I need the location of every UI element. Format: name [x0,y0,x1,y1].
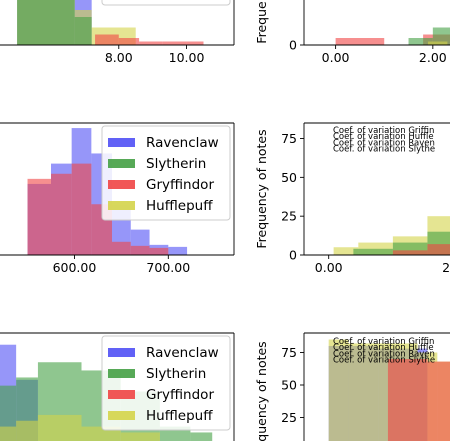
annotation-text: Coef. of variation Slythe [333,356,435,366]
legend-swatch-slytherin [108,159,135,168]
histogram-bar-slytherin [432,27,450,45]
x-tick-label: 0.00 [315,260,343,275]
histogram-bar-hufflepuff [16,420,38,441]
legend-label-slytherin: Slytherin [146,366,206,382]
legend-label-slytherin: Slytherin [146,156,206,172]
legend-label-ravenclaw: Ravenclaw [146,135,219,151]
annotation-text: Coef. of variation Huffle [333,343,434,353]
y-tick-label: 25 [281,209,297,224]
histogram-bar-hufflepuff [348,343,379,441]
histogram-bar-hufflepuff [120,432,160,441]
histogram-bar-gryffindor [71,163,92,255]
x-tick-label: 8.00 [105,50,133,65]
y-tick-label: 50 [281,378,297,393]
histogram-bar-hufflepuff [0,426,17,441]
legend-swatch-hufflepuff [108,411,135,420]
annotation-text: Coef. of variation Griffin [333,337,434,347]
histogram-bar-gryffindor [427,244,450,255]
legend-swatch-hufflepuff [108,201,135,210]
histogram-bar-slytherin [74,17,92,45]
y-tick-label: 50 [281,170,297,185]
x-tick-label: 0.00 [322,50,350,65]
x-tick-label: 10.00 [169,50,205,65]
histogram-bar-gryffindor [335,38,385,45]
histogram-bar-gryffindor [118,38,140,45]
legend-label-hufflepuff: Hufflepuff [146,198,213,214]
legend-label-hufflepuff: Hufflepuff [146,408,213,424]
panel-middle-right: 0.00 2.5 75 50 25 0 Frequency of notes Coef. of… [254,122,450,275]
histogram-bar-gryffindor [27,178,51,255]
x-tick-label: 2.00 [419,50,447,65]
legend-swatch-ravenclaw [108,138,135,147]
histogram-bar-hufflepuff [37,414,82,441]
histogram-bar-gryffindor [112,241,131,255]
histogram-bar-gryffindor [51,173,72,255]
histogram-bar-slytherin [353,248,393,255]
panel-top-right: 0.002.00250Freque [254,0,450,65]
x-tick-label: 2.5 [442,260,450,275]
annotation-text: Coef. of variation Griffin [333,126,434,136]
annotation-text: Coef. of variation Raven [333,349,435,359]
legend-box [101,125,231,221]
legend-box-partial [101,0,231,6]
histogram-bar-hufflepuff [333,247,359,255]
histogram-bar-gryffindor [162,41,187,45]
histogram-bar-slytherin [51,0,75,45]
legend-swatch-slytherin [108,369,135,378]
histogram-bar-gryffindor [139,41,163,45]
histogram-bar-gryffindor [130,245,150,255]
histogram-bar-gryffindor [95,34,119,45]
panel-bottom-left: Ravenclaw Slytherin Gryffindor Hufflepuff [0,332,235,441]
histogram-bar-gryffindor [387,359,428,441]
legend-label-gryffindor: Gryffindor [146,387,214,403]
legend-swatch-gryffindor [108,180,135,189]
legend-swatch-ravenclaw [108,348,135,357]
y-tick-label: 25 [281,410,297,425]
histogram-bar-slytherin [17,0,51,45]
x-tick-label: 700.00 [146,260,190,275]
y-axis-label: quency of notes [254,341,269,441]
legend-label-ravenclaw: Ravenclaw [146,345,219,361]
legend-label-gryffindor: Gryffindor [146,177,214,193]
panel-top-left: 8.00 10.00 [0,0,235,65]
y-tick-label: 75 [281,131,297,146]
histogram-bar-hufflepuff [427,41,448,45]
legend-swatch-gryffindor [108,390,135,399]
histogram-bar-gryffindor [149,247,169,255]
legend-box [101,335,231,431]
annotation-text: Coef. of variation Slythe [333,145,435,155]
annotation-text: Coef. of variation Raven [333,138,435,148]
histogram-bar-gryffindor [392,250,428,255]
y-tick-label: 0 [289,248,297,263]
histogram-bar-gryffindor [186,41,204,45]
histogram-bar-ravenclaw [168,246,188,255]
annotation-text: Coef. of variation Huffle [333,132,434,142]
histogram-bar-hufflepuff [328,339,349,441]
y-axis-label: Freque [254,1,269,44]
histogram-bar-slytherin [408,38,433,45]
panel-bottom-right: 75 50 25 quency of notes Coef. of variation … [254,332,450,441]
y-tick-label: 75 [281,345,297,360]
histogram-bar-gryffindor [427,361,450,441]
y-tick-label: 0 [289,38,297,53]
panel-middle-left: 600.00 700.00 Ravenclaw Slytherin Gryffindor… [0,122,235,275]
x-tick-label: 600.00 [53,260,97,275]
histogram-bar-slytherin [190,432,213,441]
y-axis-label: Frequency of notes [254,129,269,248]
